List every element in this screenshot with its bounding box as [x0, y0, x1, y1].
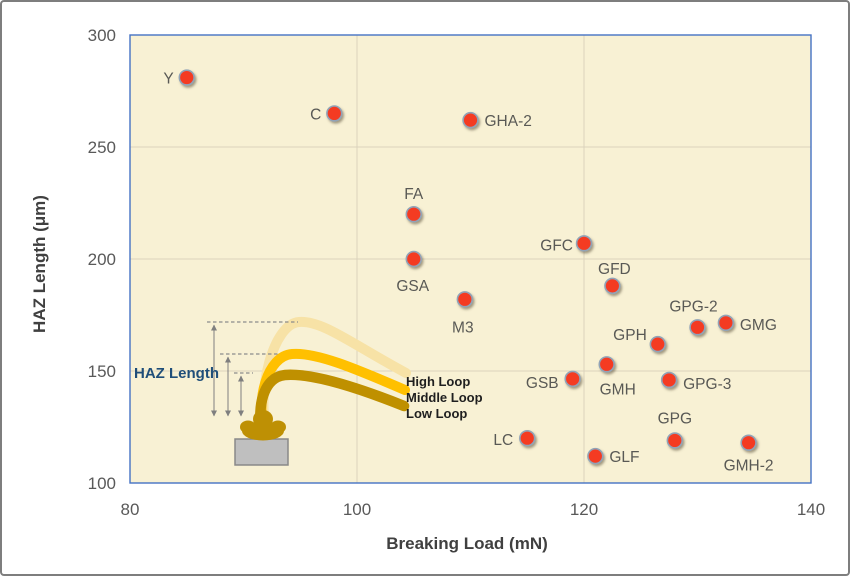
- data-point: [462, 111, 479, 129]
- low-loop-wire: [255, 369, 410, 436]
- y-tick-label: 300: [88, 26, 116, 45]
- data-point-label: GMG: [740, 317, 777, 334]
- high-loop-label: High Loop: [406, 374, 471, 389]
- data-point: [660, 371, 678, 389]
- data-point: [649, 335, 666, 353]
- data-point-label: GSB: [526, 375, 559, 392]
- wire-loop-inset: [207, 316, 411, 466]
- y-tick-label: 250: [88, 138, 116, 157]
- x-tick-label: 80: [121, 500, 140, 519]
- data-point: [587, 447, 604, 465]
- plot-border: [129, 34, 812, 484]
- data-point-label: GSA: [396, 278, 429, 295]
- data-point-label: FA: [404, 186, 424, 203]
- low-loop-label: Low Loop: [406, 406, 468, 421]
- data-point-label: GFC: [540, 237, 573, 254]
- x-tick-label: 100: [343, 500, 371, 519]
- middle-loop-label: Middle Loop: [406, 390, 483, 405]
- data-point: [178, 69, 195, 86]
- data-point: [666, 432, 683, 449]
- data-point-label: GLF: [609, 449, 639, 466]
- inset-haz-length-caption: HAZ Length: [134, 365, 219, 382]
- data-point: [717, 314, 735, 332]
- data-point-label: LC: [493, 432, 513, 449]
- data-point-label: M3: [452, 319, 474, 336]
- data-point-label: GPG: [658, 410, 692, 427]
- data-point-label: GHA-2: [485, 113, 532, 130]
- data-point-label: Y: [163, 71, 173, 88]
- data-point: [740, 434, 757, 451]
- data-point: [575, 235, 593, 252]
- y-tick-label: 100: [88, 474, 116, 493]
- data-point: [456, 291, 474, 308]
- data-point-label: GPH: [613, 327, 647, 344]
- x-tick-label: 140: [797, 500, 825, 519]
- ball-bond: [253, 410, 273, 428]
- data-point-label: GPG-3: [683, 376, 731, 393]
- ball-bond: [270, 420, 286, 434]
- data-point-label: GMH-2: [724, 458, 774, 475]
- data-point: [405, 250, 422, 268]
- data-point: [326, 105, 343, 122]
- y-axis-title: HAZ Length (μm): [30, 195, 49, 333]
- data-point: [604, 277, 621, 295]
- data-point: [405, 206, 422, 223]
- ball-bond: [240, 420, 256, 434]
- x-tick-label: 120: [570, 500, 598, 519]
- data-point-label: GPG-2: [669, 298, 717, 315]
- data-point: [598, 356, 615, 373]
- data-point-label: GMH: [600, 381, 636, 398]
- x-axis-title: Breaking Load (mN): [386, 534, 548, 553]
- y-tick-label: 200: [88, 250, 116, 269]
- data-point: [564, 370, 581, 388]
- bond-pad: [234, 438, 289, 466]
- data-point-label: C: [310, 106, 321, 123]
- y-tick-label: 150: [88, 362, 116, 381]
- data-point: [689, 319, 706, 336]
- data-point-label: GFD: [598, 261, 631, 278]
- data-point: [519, 430, 536, 447]
